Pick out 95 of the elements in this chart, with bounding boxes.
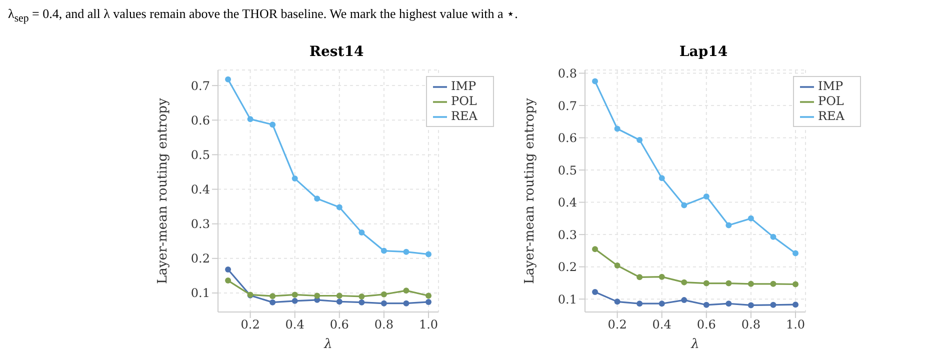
y-axis-title: Layer-mean routing entropy (522, 97, 538, 284)
point (403, 288, 410, 294)
point (358, 299, 365, 306)
point (247, 116, 254, 122)
point (681, 297, 688, 304)
point (748, 215, 754, 222)
point (770, 302, 776, 308)
point (614, 262, 620, 269)
point (636, 300, 643, 307)
point (726, 280, 732, 286)
x-tick-label: 0.8 (741, 318, 760, 332)
point (403, 248, 410, 255)
point (614, 126, 620, 132)
legend-label: REA (818, 108, 844, 123)
x-tick-label: 0.8 (374, 318, 394, 332)
y-tick-label: 0.8 (558, 66, 577, 80)
point (658, 300, 665, 307)
point (336, 298, 342, 305)
x-tick-label: 0.2 (240, 318, 260, 332)
point (225, 76, 232, 82)
point (636, 137, 643, 144)
y-axis-title: Layer-mean routing entropy (156, 97, 171, 284)
point (292, 176, 298, 182)
point (770, 234, 776, 240)
y-tick-label: 0.4 (190, 182, 210, 197)
point (792, 250, 799, 256)
point (314, 196, 320, 202)
text: λ$_{sep}$ = 0.4, and all λ values remain above the THOR baseline. We mark the highest value with a ⋆. (8, 6, 519, 27)
x-tick-label: 1.0 (418, 318, 438, 332)
y-tick-label: 0.5 (190, 148, 210, 162)
point (592, 288, 598, 295)
point (380, 248, 387, 254)
point (658, 274, 665, 280)
y-tick-label: 0.1 (558, 292, 577, 306)
x-tick-label: 1.0 (786, 318, 806, 332)
point (292, 298, 298, 304)
x-axis-title: λ (690, 337, 700, 352)
point (314, 292, 320, 299)
point (270, 299, 276, 306)
point (636, 274, 643, 280)
point (225, 266, 232, 272)
point (336, 292, 342, 299)
point (426, 292, 432, 299)
point (592, 246, 598, 252)
point (726, 300, 732, 307)
y-tick-label: 0.4 (558, 196, 578, 210)
x-tick-label: 0.2 (608, 318, 627, 332)
point (703, 302, 710, 308)
point (403, 300, 410, 306)
legend-label: POL (451, 94, 477, 108)
legend-label: REA (451, 108, 478, 123)
x-tick-label: 0.6 (330, 318, 349, 332)
point (703, 193, 710, 200)
point (748, 280, 754, 287)
point (358, 229, 365, 236)
point (792, 281, 799, 288)
point (681, 202, 688, 208)
x-axis-title: λ (323, 337, 332, 352)
y-tick-label: 0.1 (190, 286, 210, 300)
x-tick-label: 0.4 (285, 318, 305, 332)
point (380, 291, 387, 298)
y-tick-label: 0.5 (558, 163, 577, 178)
point (703, 280, 710, 286)
x-tick-label: 0.6 (696, 318, 716, 332)
chart-title: Rest14 (308, 44, 365, 62)
point (614, 298, 620, 305)
point (426, 298, 432, 305)
point (358, 293, 365, 300)
point (336, 204, 342, 210)
y-tick-label: 0.6 (558, 131, 577, 146)
point (592, 78, 598, 84)
point (770, 280, 776, 287)
point (748, 302, 754, 308)
legend-label: IMP (451, 79, 476, 93)
y-tick-label: 0.3 (558, 228, 577, 242)
y-tick-label: 0.2 (558, 260, 577, 274)
y-tick-label: 0.6 (190, 113, 210, 128)
y-tick-label: 0.7 (558, 98, 577, 113)
point (380, 300, 387, 306)
chart-title: Lap14 (678, 44, 729, 62)
point (726, 222, 732, 228)
y-tick-label: 0.2 (190, 252, 210, 266)
y-tick-label: 0.7 (190, 78, 210, 93)
point (426, 251, 432, 258)
point (270, 122, 276, 128)
x-tick-label: 0.4 (652, 318, 672, 332)
point (292, 292, 298, 298)
point (681, 279, 688, 286)
point (792, 302, 799, 308)
point (658, 175, 665, 182)
y-tick-label: 0.3 (190, 217, 210, 232)
point (225, 278, 232, 284)
legend-label: POL (818, 94, 844, 108)
point (270, 293, 276, 300)
legend-label: IMP (818, 79, 844, 93)
